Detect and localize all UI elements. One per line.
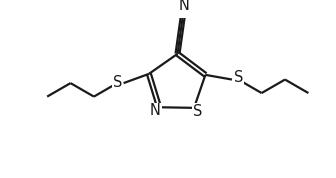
Text: N: N [179,0,190,13]
Text: S: S [113,75,122,90]
Text: N: N [150,103,161,118]
Text: S: S [234,70,243,85]
Text: S: S [193,104,202,119]
